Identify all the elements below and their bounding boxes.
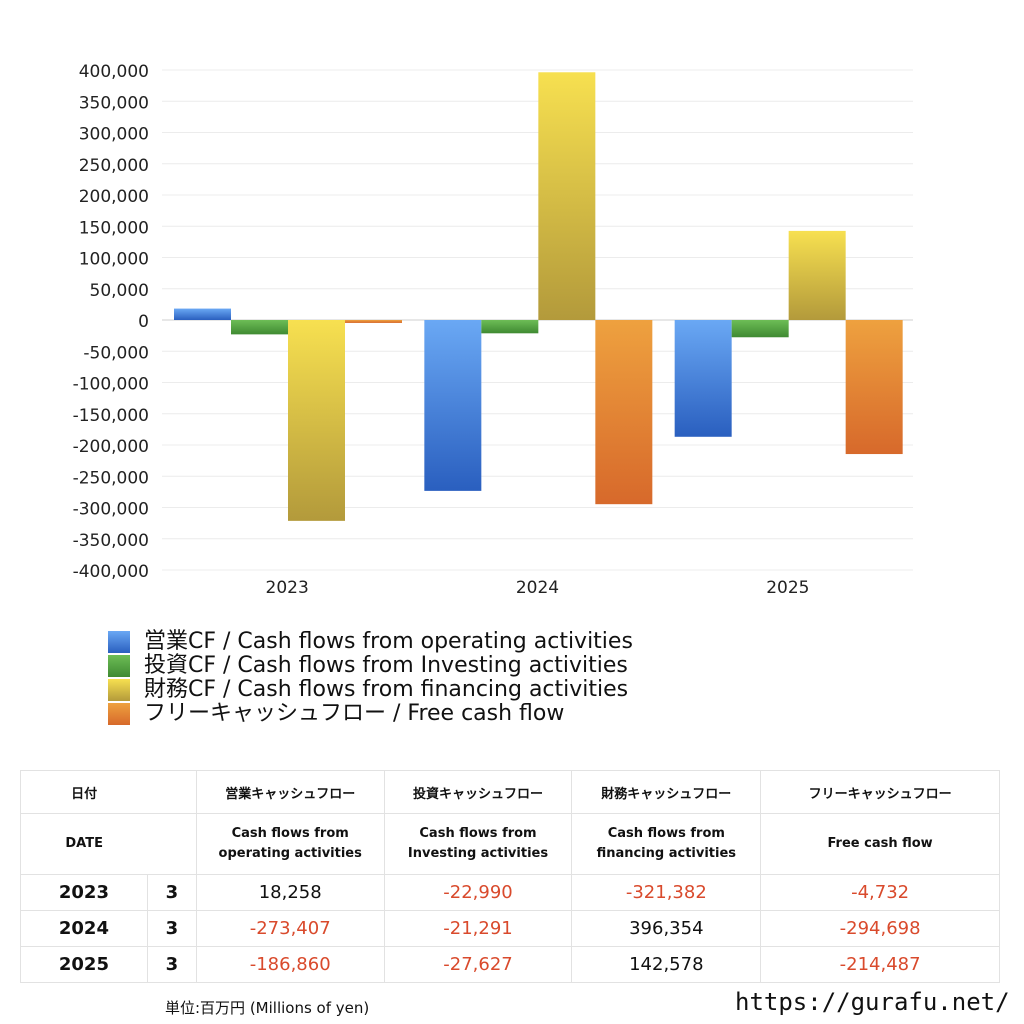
y-tick-label: 150,000 — [79, 218, 149, 238]
header-count-blank — [147, 770, 197, 814]
unit-note: 単位:百万円 (Millions of yen) — [165, 999, 370, 1017]
site-url: https://gurafu.net/ — [735, 988, 1010, 1016]
y-tick-label: -100,000 — [73, 375, 149, 395]
y-tick-label: -350,000 — [73, 531, 149, 551]
header-fcf-en: Free cash flow — [760, 813, 1000, 875]
legend-label-free-cash-flow: フリーキャッシュフロー / Free cash flow — [144, 701, 565, 726]
y-tick-label: 250,000 — [79, 156, 149, 176]
header-date-en: DATE — [20, 813, 148, 875]
y-tick-label: 400,000 — [79, 62, 149, 82]
y-tick-label: -250,000 — [73, 468, 149, 488]
y-tick-label: 350,000 — [79, 93, 149, 113]
y-tick-label: -50,000 — [83, 343, 149, 363]
bars — [174, 72, 903, 521]
table-row: 2025 3 -186,860 -27,627 142,578 -214,487 — [20, 946, 1000, 983]
table-row: 2024 3 -273,407 -21,291 396,354 -294,698 — [20, 910, 1000, 947]
data-table: 日付 営業キャッシュフロー 投資キャッシュフロー 財務キャッシュフロー フリーキ… — [20, 770, 1000, 983]
cell-fcf: -294,698 — [760, 910, 1000, 947]
cash-flow-chart: -400,000 -350,000 -300,000 -250,000 -200,000… — [73, 62, 913, 598]
table-header-en: DATE Cash flows from operating activitie… — [20, 813, 1000, 875]
table-header-ja: 日付 営業キャッシュフロー 投資キャッシュフロー 財務キャッシュフロー フリーキ… — [20, 770, 1000, 814]
legend-item-investing: 投資CF / Cash flows from Investing activit… — [108, 654, 633, 678]
bar-2024-series-1 — [481, 320, 539, 334]
legend-swatch-investing — [108, 655, 130, 677]
legend: 営業CF / Cash flows from operating activit… — [108, 630, 633, 726]
y-tick-label: 300,000 — [79, 125, 149, 145]
cell-financing: 142,578 — [571, 946, 762, 983]
legend-label-investing: 投資CF / Cash flows from Investing activit… — [144, 653, 628, 678]
bar-2023-series-3 — [345, 320, 402, 323]
legend-item-financing: 財務CF / Cash flows from financing activit… — [108, 678, 633, 702]
row-year: 2023 — [20, 874, 148, 911]
cell-operating: -273,407 — [195, 910, 385, 947]
header-investing-ja: 投資キャッシュフロー — [383, 770, 573, 814]
y-tick-label: 100,000 — [79, 250, 149, 270]
header-financing-en: Cash flows from financing activities — [571, 813, 762, 875]
row-year: 2025 — [20, 946, 148, 983]
y-tick-label: -400,000 — [73, 562, 149, 582]
row-count: 3 — [146, 874, 197, 911]
legend-item-free-cash-flow: フリーキャッシュフロー / Free cash flow — [108, 702, 633, 726]
y-tick-label: 0 — [138, 312, 149, 332]
y-tick-label: -200,000 — [73, 437, 149, 457]
y-axis-ticks: -400,000 -350,000 -300,000 -250,000 -200,000… — [73, 62, 149, 582]
table-row: 2023 3 18,258 -22,990 -321,382 -4,732 — [20, 874, 1000, 911]
y-tick-label: -300,000 — [73, 500, 149, 520]
bar-2023-series-1 — [231, 320, 288, 335]
header-operating-en: Cash flows from operating activities — [195, 813, 385, 875]
bar-2024-series-3 — [595, 320, 653, 505]
bar-2023-series-0 — [174, 308, 231, 320]
cell-investing: -21,291 — [383, 910, 573, 947]
cell-investing: -22,990 — [383, 874, 573, 911]
bar-2025-series-3 — [845, 320, 903, 455]
legend-swatch-operating — [108, 631, 130, 653]
row-count: 3 — [146, 946, 197, 983]
row-count: 3 — [146, 910, 197, 947]
legend-label-operating: 営業CF / Cash flows from operating activit… — [144, 629, 633, 654]
cell-financing: 396,354 — [571, 910, 762, 947]
bar-2024-series-0 — [424, 320, 482, 491]
cell-fcf: -214,487 — [760, 946, 1000, 983]
x-axis-ticks: 2023 2024 2025 — [266, 578, 810, 598]
row-year: 2024 — [20, 910, 148, 947]
gridlines — [162, 69, 913, 571]
cell-operating: -186,860 — [195, 946, 385, 983]
header-investing-en: Cash flows from Investing activities — [383, 813, 573, 875]
cell-operating: 18,258 — [195, 874, 385, 911]
header-date-ja: 日付 — [20, 770, 148, 814]
x-tick-label: 2025 — [766, 578, 809, 598]
header-fcf-ja: フリーキャッシュフロー — [760, 770, 1000, 814]
legend-item-operating: 営業CF / Cash flows from operating activit… — [108, 630, 633, 654]
x-tick-label: 2024 — [516, 578, 559, 598]
y-tick-label: 200,000 — [79, 187, 149, 207]
bar-2024-series-2 — [538, 72, 596, 320]
header-count-blank-en — [147, 813, 197, 875]
y-tick-label: -150,000 — [73, 406, 149, 426]
bar-2025-series-1 — [731, 320, 789, 338]
bar-2025-series-2 — [788, 230, 846, 320]
bar-2025-series-0 — [674, 320, 732, 437]
header-operating-ja: 営業キャッシュフロー — [195, 770, 385, 814]
cell-fcf: -4,732 — [760, 874, 1000, 911]
legend-swatch-free-cash-flow — [108, 703, 130, 725]
cell-financing: -321,382 — [571, 874, 762, 911]
legend-swatch-financing — [108, 679, 130, 701]
y-tick-label: 50,000 — [90, 281, 149, 301]
bar-2023-series-2 — [288, 320, 345, 521]
legend-label-financing: 財務CF / Cash flows from financing activit… — [144, 677, 629, 702]
cell-investing: -27,627 — [383, 946, 573, 983]
header-financing-ja: 財務キャッシュフロー — [571, 770, 762, 814]
x-tick-label: 2023 — [266, 578, 309, 598]
